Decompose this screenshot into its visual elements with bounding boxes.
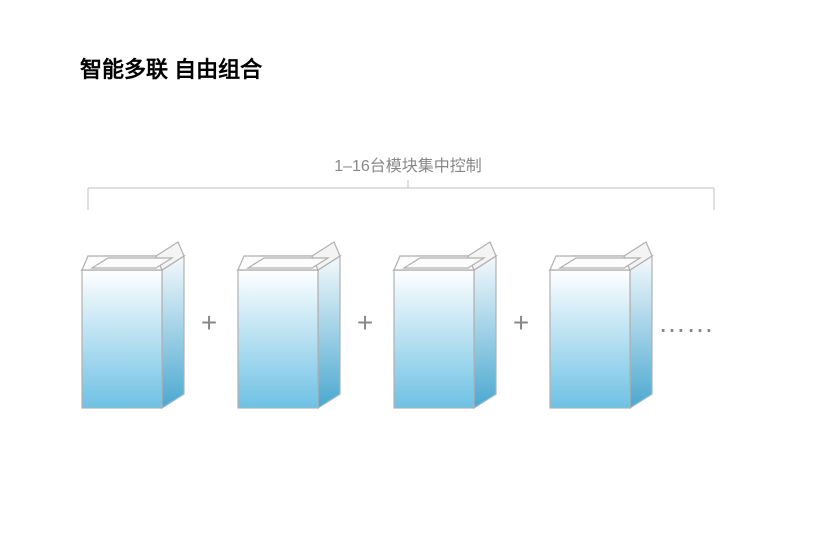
module-unit-wrap bbox=[228, 228, 346, 418]
module-unit bbox=[540, 228, 658, 418]
module-unit bbox=[384, 228, 502, 418]
diagram-canvas: 智能多联 自由组合 1–16台模块集中控制 + bbox=[0, 0, 816, 543]
connector-symbol: + bbox=[190, 307, 228, 339]
module-unit bbox=[228, 228, 346, 418]
module-unit-wrap bbox=[384, 228, 502, 418]
module-unit bbox=[72, 228, 190, 418]
bracket-label: 1–16台模块集中控制 bbox=[258, 152, 558, 176]
page-title: 智能多联 自由组合 bbox=[80, 52, 262, 84]
connector-symbol: + bbox=[346, 307, 384, 339]
module-unit-wrap bbox=[540, 228, 658, 418]
connector-symbol: …… bbox=[658, 307, 696, 339]
module-unit-wrap bbox=[72, 228, 190, 418]
unit-row: + + + bbox=[72, 228, 696, 418]
connector-symbol: + bbox=[502, 307, 540, 339]
